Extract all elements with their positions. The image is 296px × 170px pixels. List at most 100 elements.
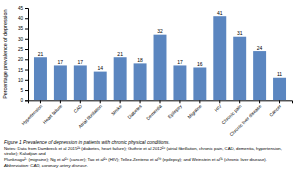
x-tick: Epilepsy — [167, 100, 183, 119]
data-label: 41 — [217, 10, 223, 16]
data-label: 21 — [117, 51, 123, 57]
data-label: 17 — [78, 59, 84, 65]
data-label: 16 — [197, 61, 203, 67]
y-axis-label: Percentage prevalence of depression — [2, 10, 8, 99]
x-tick: Migraine — [187, 100, 203, 119]
x-tick: Chronic liver disease — [229, 100, 263, 137]
tick-mark — [80, 100, 81, 103]
bar — [34, 57, 47, 100]
tick-mark — [179, 100, 180, 103]
x-tick-label: Stroke — [110, 103, 123, 116]
bar — [233, 37, 246, 101]
x-axis: HypertensionHeart failure CADAtrial fibri… — [21, 100, 293, 137]
data-label: 32 — [157, 28, 163, 34]
text-line: Figure 1 Prevalence of depression in pat… — [4, 140, 170, 145]
data-label: 31 — [237, 30, 243, 36]
y-tick-label: 5 — [20, 88, 23, 93]
tick-mark — [25, 49, 28, 50]
note: Plunknaga²⁷ (migraine); Ng et al²⁸ (canc… — [4, 157, 267, 162]
tick-mark — [25, 8, 28, 9]
y-tick-label: 30 — [18, 37, 24, 42]
x-tick-label: Cancer — [268, 103, 282, 117]
data-label: 18 — [137, 57, 143, 63]
tick-mark — [60, 100, 61, 103]
x-tick: Dementia — [145, 100, 163, 121]
tick-mark — [239, 100, 240, 103]
y-tick-label: 40 — [18, 16, 24, 21]
axis-domain — [25, 9, 29, 101]
y-axis: 0 5 10 15 20 25 30 35 40 45 — [18, 6, 29, 103]
y-tick: 20 — [18, 57, 28, 62]
x-tick-label: Dementia — [145, 103, 163, 121]
x-tick: Atrial fibrillation — [78, 100, 104, 129]
y-tick-label: 45 — [18, 6, 24, 11]
axis-domain — [29, 101, 293, 104]
x-tick: CAD — [73, 100, 84, 114]
bar — [154, 35, 167, 101]
x-tick: Cancer — [268, 100, 282, 117]
data-label: 11 — [277, 71, 282, 77]
x-tick: Diabetes — [127, 100, 144, 120]
x-tick: Hypertension — [21, 100, 44, 126]
tick-mark — [219, 100, 220, 103]
note: Notes: Data from Dambreck et al 2015²¹ (… — [4, 146, 282, 156]
y-tick-label: 25 — [18, 47, 24, 52]
x-tick-label: Heart failure — [42, 103, 64, 125]
tick-mark — [25, 100, 28, 101]
y-tick-label: 35 — [18, 26, 24, 31]
x-tick-label: Hypertension — [21, 103, 44, 126]
bar — [213, 16, 226, 100]
y-tick: 30 — [18, 37, 28, 42]
bar — [193, 67, 206, 100]
data-label: 17 — [58, 59, 64, 65]
tick-mark — [25, 29, 28, 30]
tick-mark — [279, 100, 280, 103]
data-label: 21 — [38, 51, 44, 57]
data-label: 24 — [257, 45, 263, 51]
text-line: Plunknaga²⁷ (migraine); Ng et al²⁸ (canc… — [4, 157, 267, 162]
x-tick-label: HIV — [214, 103, 224, 113]
text-line: Notes: Data from Dambreck et al 2015²¹ (… — [4, 146, 282, 151]
y-tick-label: 20 — [18, 57, 24, 62]
y-tick: 25 — [18, 47, 28, 52]
x-tick-label: Migraine — [187, 103, 203, 119]
bar — [134, 63, 147, 100]
x-tick-label: CAD — [73, 103, 84, 114]
annotations: Figure 1 Prevalence of depression in pat… — [3, 140, 282, 168]
data-label: 17 — [177, 59, 183, 65]
x-tick-label: Diabetes — [127, 103, 144, 120]
tick-mark — [259, 100, 260, 103]
x-tick: Stroke — [110, 100, 123, 116]
tick-mark — [160, 100, 161, 103]
text-line: Abbreviation: CAD, coronary artery disea… — [3, 163, 88, 168]
tick-mark — [120, 100, 121, 103]
y-tick-label: 0 — [20, 98, 23, 103]
x-tick-label: Atrial fibrillation — [78, 103, 104, 129]
x-tick-label: Chronic liver disease — [229, 103, 263, 137]
caption: Figure 1 Prevalence of depression in pat… — [4, 140, 170, 145]
y-tick: 15 — [18, 68, 28, 73]
note: Abbreviation: CAD, coronary artery disea… — [3, 163, 88, 168]
bar — [74, 65, 87, 100]
bar — [173, 65, 186, 100]
tick-mark — [25, 90, 28, 91]
y-tick: 5 — [20, 88, 28, 93]
text-line: stroke); Kaludjian and — [4, 151, 46, 156]
x-tick: HIV — [214, 100, 224, 112]
tick-mark — [40, 100, 41, 103]
tick-mark — [25, 39, 28, 40]
x-tick-label: Epilepsy — [167, 103, 183, 119]
tick-mark — [199, 100, 200, 103]
data-label: 14 — [97, 65, 103, 71]
bar — [273, 78, 286, 101]
y-tick: 10 — [18, 78, 28, 83]
bar — [94, 72, 107, 101]
text-line: Percentage prevalence of depression — [2, 10, 8, 99]
tick-mark — [25, 70, 28, 71]
tick-mark — [25, 59, 28, 60]
chart-svg: Figure 1 Prevalence of depression in pat… — [0, 0, 296, 170]
tick-mark — [25, 80, 28, 81]
tick-mark — [100, 100, 101, 103]
bar — [253, 51, 266, 100]
x-tick: Heart failure — [42, 100, 64, 125]
